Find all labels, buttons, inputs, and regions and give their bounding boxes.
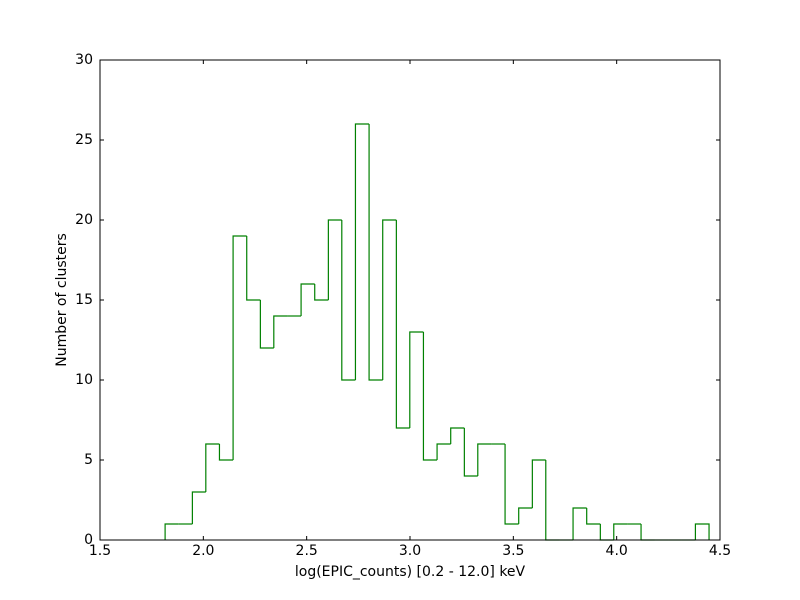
histogram-bin bbox=[422, 332, 438, 461]
histogram-bin bbox=[354, 123, 370, 380]
x-tick-label: 3.0 bbox=[399, 543, 421, 559]
y-tick-label: 5 bbox=[84, 452, 93, 468]
histogram-bin bbox=[327, 219, 342, 300]
histogram-bin bbox=[218, 444, 234, 461]
y-tick-label: 10 bbox=[75, 372, 93, 388]
histogram-bin bbox=[232, 235, 247, 460]
y-tick-label: 0 bbox=[84, 532, 93, 548]
x-tick-label: 4.5 bbox=[709, 543, 731, 559]
histogram-bin bbox=[368, 124, 383, 381]
histogram-bin bbox=[613, 523, 628, 540]
histogram-bin bbox=[191, 491, 206, 524]
histogram-bin bbox=[273, 315, 288, 348]
histogram-bin bbox=[300, 283, 315, 316]
histogram-bin bbox=[545, 460, 560, 541]
histogram-bin bbox=[436, 443, 451, 460]
histogram-bin bbox=[450, 427, 465, 444]
plot-frame bbox=[99, 59, 721, 541]
histogram-bin bbox=[599, 524, 614, 541]
histogram-bin bbox=[518, 507, 533, 524]
histogram-bin bbox=[586, 508, 601, 525]
y-tick-label: 25 bbox=[75, 132, 93, 148]
histogram-bin bbox=[205, 443, 220, 492]
x-tick-label: 2.5 bbox=[296, 543, 318, 559]
histogram-bin bbox=[463, 428, 478, 477]
histogram-bin bbox=[572, 507, 587, 540]
histogram-bin bbox=[259, 300, 274, 349]
histogram-bin bbox=[640, 524, 655, 541]
histogram-bin bbox=[694, 523, 710, 540]
histogram-bin bbox=[314, 284, 329, 301]
x-tick-label: 1.5 bbox=[89, 543, 111, 559]
x-axis-label: log(EPIC_counts) [0.2 - 12.0] keV bbox=[295, 564, 526, 580]
histogram-bin bbox=[477, 443, 492, 476]
histogram-bin bbox=[395, 220, 410, 429]
y-tick-label: 30 bbox=[75, 52, 93, 68]
y-tick-label: 20 bbox=[75, 212, 93, 228]
histogram-bin bbox=[341, 220, 356, 381]
histogram-bin bbox=[504, 444, 519, 525]
histogram-bin bbox=[531, 459, 546, 508]
histogram-bin bbox=[246, 236, 261, 301]
x-tick-label: 4.0 bbox=[606, 543, 628, 559]
x-tick-label: 2.0 bbox=[192, 543, 214, 559]
histogram-bin bbox=[409, 331, 424, 428]
y-tick-label: 15 bbox=[75, 292, 93, 308]
histogram-bin bbox=[382, 219, 397, 380]
x-tick-label: 3.5 bbox=[502, 543, 524, 559]
y-axis-label: Number of clusters bbox=[54, 233, 70, 367]
histogram-bin bbox=[164, 523, 179, 540]
